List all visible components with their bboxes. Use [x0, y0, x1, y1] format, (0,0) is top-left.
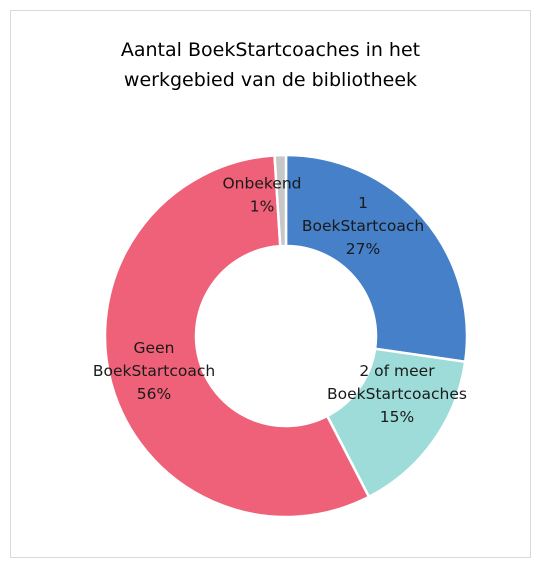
slice-category-label: BoekStartcoaches	[327, 385, 467, 403]
slice-category-label: Onbekend	[222, 175, 301, 193]
slice-value-label: 56%	[137, 385, 171, 403]
slice-label-2: Geen BoekStartcoach 56%	[93, 339, 215, 403]
slice-label-1: 2 of meer BoekStartcoaches 15%	[327, 362, 467, 426]
donut-slice-2	[103, 154, 371, 519]
donut-slice-0	[284, 153, 469, 364]
slice-value-label: 15%	[380, 408, 414, 426]
donut-slice-3	[273, 153, 288, 248]
slice-value-label: 27%	[346, 240, 380, 258]
chart-title-line-1: Aantal BoekStartcoaches in het	[120, 39, 421, 61]
slice-value-label: 1%	[250, 198, 275, 216]
slice-category-label: Geen	[134, 339, 175, 357]
slice-label-0: 1 BoekStartcoach 27%	[302, 194, 424, 258]
chart-title-line-2: werkgebied van de bibliotheek	[123, 69, 418, 91]
slice-category-label: 1	[358, 194, 368, 212]
slice-category-label: BoekStartcoach	[302, 217, 424, 235]
slice-category-label: 2 of meer	[359, 362, 435, 380]
slice-label-3: Onbekend 1%	[222, 175, 301, 216]
slice-category-label: BoekStartcoach	[93, 362, 215, 380]
chart-title: Aantal BoekStartcoaches in het werkgebie…	[11, 35, 530, 95]
donut-slice-1	[325, 347, 467, 499]
